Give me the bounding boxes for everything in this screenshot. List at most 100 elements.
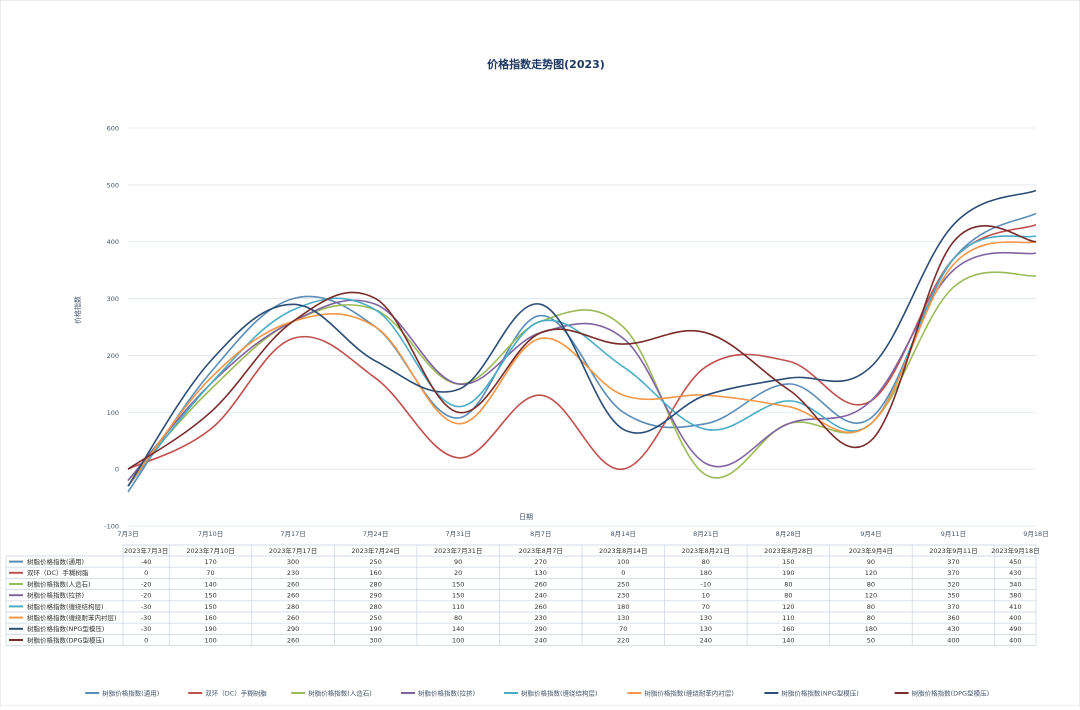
- x-tick-label: 8月21日: [693, 530, 718, 538]
- table-cell: 370: [947, 558, 959, 566]
- table-cell: 260: [287, 636, 299, 644]
- table-cell: 10: [702, 592, 710, 600]
- table-cell: 0: [144, 569, 148, 577]
- table-cell: 290: [287, 625, 299, 633]
- table-row-label: 树脂价格指数(DPG型模压): [27, 635, 105, 644]
- table-header-cell: 2023年7月24日: [351, 546, 399, 555]
- table-cell: 70: [206, 569, 214, 577]
- table-cell: 260: [287, 614, 299, 622]
- table-cell: 150: [452, 592, 464, 600]
- table-cell: 180: [617, 603, 629, 611]
- table-cell: 370: [947, 569, 959, 577]
- x-tick-label: 8月7日: [530, 530, 551, 538]
- table-cell: 190: [369, 625, 381, 633]
- table-cell: 240: [535, 636, 547, 644]
- y-tick-label: -100: [104, 523, 119, 531]
- table-cell: -10: [701, 580, 712, 588]
- table-header-cell: 2023年9月4日: [849, 546, 893, 555]
- table-cell: -30: [141, 625, 152, 633]
- table-cell: 380: [1009, 592, 1021, 600]
- table-cell: 230: [287, 569, 299, 577]
- table-cell: 270: [535, 558, 547, 566]
- series-line-1: [127, 223, 1037, 470]
- table-cell: 260: [287, 580, 299, 588]
- table-cell: 410: [1009, 603, 1021, 611]
- x-tick-label: 7月3日: [117, 530, 138, 538]
- x-tick-label: 8月28日: [776, 530, 801, 538]
- table-cell: 450: [1009, 558, 1021, 566]
- table-cell: 340: [1009, 580, 1021, 588]
- table-cell: 280: [369, 603, 381, 611]
- table-header-cell: 2023年9月11日: [929, 546, 977, 555]
- table-cell: 90: [454, 558, 462, 566]
- table-header-cell: 2023年8月28日: [764, 546, 812, 555]
- legend-entry: 树脂价格指数(通用): [102, 689, 159, 698]
- table-cell: 120: [865, 569, 877, 577]
- y-tick-label: 500: [107, 181, 119, 189]
- table-cell: -20: [141, 580, 152, 588]
- series-line-3: [127, 251, 1037, 482]
- table-cell: 250: [369, 614, 381, 622]
- y-axis-label: 价格指数: [73, 296, 82, 324]
- table-header-cell: 2023年9月18日: [991, 546, 1039, 555]
- y-tick-labels: -100 0 100 200 300 400 500 600: [104, 125, 119, 531]
- table-cell: -40: [141, 558, 152, 566]
- table-cell: 130: [700, 614, 712, 622]
- table-cell: -20: [141, 592, 152, 600]
- x-tick-labels: 7月3日 7月10日 7月17日 7月24日 7月31日 8月7日 8月14日 8月21日 8月…: [117, 530, 1048, 538]
- table-cell: 150: [204, 592, 216, 600]
- table-cell: 400: [1009, 636, 1021, 644]
- legend-entry: 树脂价格指数(缠绕耐苯内衬层): [644, 689, 734, 698]
- table-cell: 280: [369, 580, 381, 588]
- table-cell: 110: [452, 603, 464, 611]
- table-cell: 140: [204, 580, 216, 588]
- table-cell: -30: [141, 614, 152, 622]
- y-tick-label: 300: [107, 295, 119, 303]
- x-tick-label: 9月4日: [860, 530, 881, 538]
- x-tick-label: 7月24日: [363, 530, 388, 538]
- table-cell: 430: [1009, 569, 1021, 577]
- table-cell: 80: [867, 603, 875, 611]
- series-line-5: [127, 240, 1037, 487]
- table-cell: 70: [702, 603, 710, 611]
- table-cell: 130: [535, 569, 547, 577]
- table-cell: 100: [204, 636, 216, 644]
- table-cell: 230: [617, 592, 629, 600]
- table-cell: 300: [369, 636, 381, 644]
- y-tick-label: 400: [107, 238, 119, 246]
- table-cell: 190: [782, 569, 794, 577]
- data-table: 2023年7月3日 2023年7月10日 2023年7月17日 2023年7月24日 2…: [5, 544, 1040, 646]
- x-tick-label: 7月10日: [198, 530, 223, 538]
- legend-entry: 树脂价格指数(拉挤): [418, 689, 475, 698]
- legend-entry: 树脂价格指数(缠绕结构层): [521, 689, 598, 698]
- series-lines: [127, 189, 1037, 493]
- y-tick-label: 100: [107, 409, 119, 417]
- chart-title: 价格指数走势图(2023): [487, 57, 605, 71]
- table-header-cell: 2023年8月14日: [599, 546, 647, 555]
- table-cell: 260: [535, 603, 547, 611]
- table-cell: 70: [619, 625, 627, 633]
- table-cell: 300: [287, 558, 299, 566]
- table-header-cell: 2023年7月17日: [269, 546, 317, 555]
- table-cell: 80: [702, 558, 710, 566]
- table-header-cell: 2023年8月21日: [682, 546, 730, 555]
- table-cell: 150: [204, 603, 216, 611]
- y-tick-label: 600: [107, 125, 119, 133]
- table-row-label: 双环（DC）手糊树脂: [27, 568, 89, 577]
- table-cell: 100: [452, 636, 464, 644]
- table-cell: -30: [141, 603, 152, 611]
- legend-entry: 树脂价格指数(DPG型模压): [912, 689, 990, 698]
- table-row-label: 树脂价格指数(缠绕耐苯内衬层): [27, 613, 117, 622]
- table-cell: 180: [865, 625, 877, 633]
- table-cell: 80: [867, 614, 875, 622]
- table-header-cell: 2023年7月10日: [186, 546, 234, 555]
- table-cell: 100: [617, 558, 629, 566]
- table-cell: 180: [700, 569, 712, 577]
- table-cell: 120: [782, 603, 794, 611]
- table-cell: 90: [867, 558, 875, 566]
- table-cell: 240: [700, 636, 712, 644]
- x-tick-label: 8月14日: [611, 530, 636, 538]
- table-cell: 0: [144, 636, 148, 644]
- table-cell: 0: [621, 569, 625, 577]
- table-cell: 400: [947, 636, 959, 644]
